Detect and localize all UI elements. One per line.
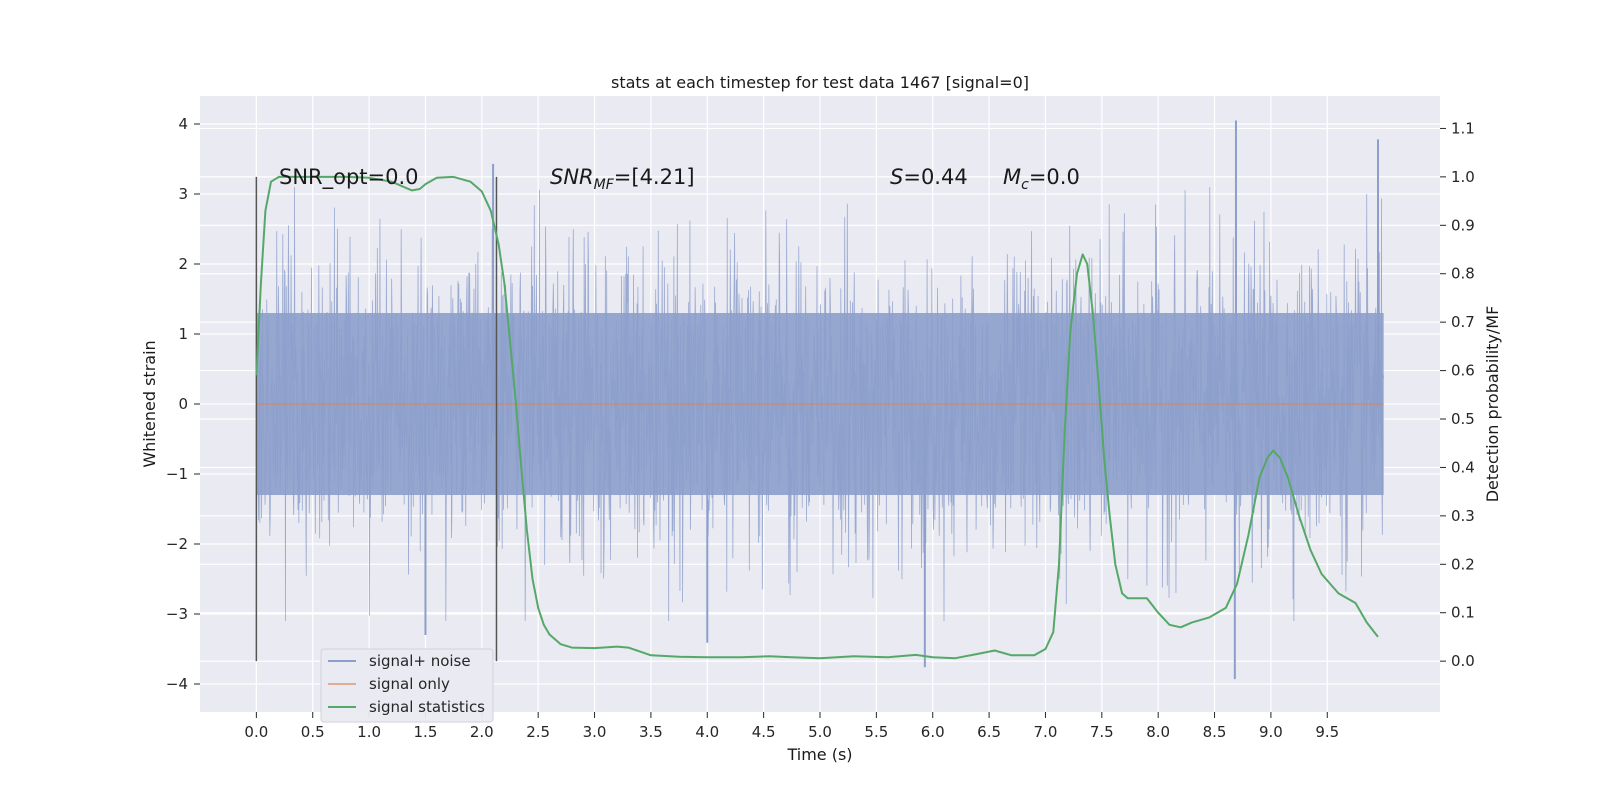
y2-tick-label: 1.0 (1451, 168, 1475, 186)
x-tick-label: 0.0 (244, 723, 268, 741)
x-tick-label: 3.5 (639, 723, 663, 741)
x-tick-label: 9.0 (1259, 723, 1283, 741)
x-tick-label: 2.0 (470, 723, 494, 741)
y2-tick-label: 0.0 (1451, 652, 1475, 670)
x-tick-label: 4.0 (695, 723, 719, 741)
x-tick-label: 1.0 (357, 723, 381, 741)
y2-tick-label: 1.1 (1451, 119, 1475, 137)
x-tick-label: 8.0 (1146, 723, 1170, 741)
x-tick-label: 8.5 (1203, 723, 1227, 741)
y2-tick-label: 0.9 (1451, 216, 1475, 234)
chart-title: stats at each timestep for test data 146… (611, 73, 1029, 92)
y-tick-label: 0 (178, 395, 188, 413)
x-tick-label: 1.5 (414, 723, 438, 741)
x-tick-label: 3.0 (583, 723, 607, 741)
legend-label-signal-only: signal only (369, 675, 450, 693)
legend-label-signal-noise: signal+ noise (369, 652, 471, 670)
annotation-snr-opt: SNR_opt=0.0 (279, 165, 419, 190)
legend-label-signal-statistics: signal statistics (369, 698, 485, 716)
x-tick-label: 5.0 (808, 723, 832, 741)
y2-tick-label: 0.8 (1451, 265, 1475, 283)
y-tick-label: 2 (178, 255, 188, 273)
y2-tick-label: 0.3 (1451, 507, 1475, 525)
y2-tick-label: 0.6 (1451, 362, 1475, 380)
x-tick-label: 5.5 (864, 723, 888, 741)
y-axis-label: Whitened strain (140, 340, 159, 467)
annotation-s: S=0.44 (890, 165, 968, 189)
vertical-markers (255, 176, 498, 662)
y2-tick-label: 0.5 (1451, 410, 1475, 428)
annotation-mc: Mc=0.0 (1003, 165, 1080, 193)
y2-tick-label: 0.1 (1451, 604, 1475, 622)
y-tick-label: 4 (178, 115, 188, 133)
x-axis-label: Time (s) (786, 745, 852, 764)
x-tick-label: 6.0 (921, 723, 945, 741)
x-tick-label: 9.5 (1315, 723, 1339, 741)
x-tick-label: 2.5 (526, 723, 550, 741)
annotation-snr-mf: SNRMF=[4.21] (550, 165, 695, 193)
y-axis-ticks: 4 3 2 1 0 −1 −2 −3 −4 (166, 115, 200, 693)
signal-statistics-line (255, 175, 1379, 660)
y-tick-label: −2 (166, 535, 188, 553)
x-tick-label: 0.5 (301, 723, 325, 741)
series-signal-statistics (255, 175, 1379, 660)
y-tick-label: 3 (178, 185, 188, 203)
y2-tick-label: 0.2 (1451, 555, 1475, 573)
y2-tick-label: 0.4 (1451, 458, 1475, 476)
y-tick-label: −4 (166, 675, 188, 693)
y-tick-label: −1 (166, 465, 188, 483)
y2-axis-ticks: 1.1 1.0 0.9 0.8 0.7 0.6 0.5 0.4 0.3 0.2 0.1 0.0 (1440, 119, 1475, 670)
x-tick-label: 7.5 (1090, 723, 1114, 741)
x-tick-label: 6.5 (977, 723, 1001, 741)
legend: signal+ noise signal only signal statist… (320, 648, 494, 723)
y-tick-label: −3 (166, 605, 188, 623)
x-tick-label: 7.0 (1034, 723, 1058, 741)
y2-tick-label: 0.7 (1451, 313, 1475, 331)
x-axis-ticks: 0.0 0.5 1.0 1.5 2.0 2.5 3.0 3.5 4.0 4.5 5.0 5.5 6.0 6… (244, 712, 1339, 741)
y-tick-label: 1 (178, 325, 188, 343)
y2-axis-label: Detection probability/MF (1483, 306, 1502, 503)
x-tick-label: 4.5 (752, 723, 776, 741)
legend-box (320, 648, 494, 723)
